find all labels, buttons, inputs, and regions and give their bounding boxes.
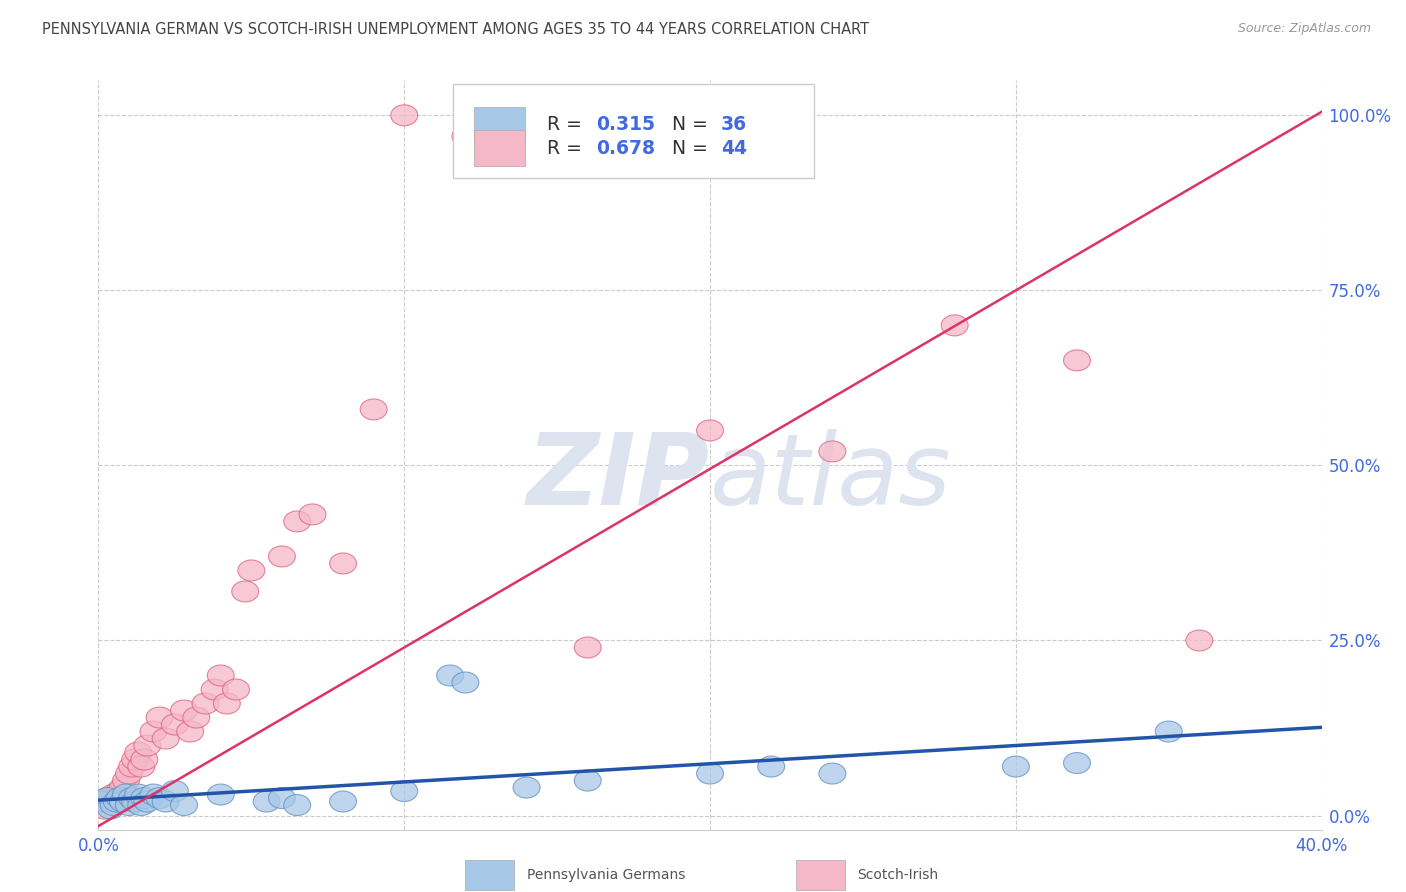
- Ellipse shape: [201, 679, 228, 700]
- Text: Scotch-Irish: Scotch-Irish: [856, 868, 938, 881]
- Ellipse shape: [94, 788, 121, 808]
- FancyBboxPatch shape: [474, 130, 526, 167]
- FancyBboxPatch shape: [474, 106, 526, 143]
- Ellipse shape: [544, 104, 571, 126]
- FancyBboxPatch shape: [453, 84, 814, 178]
- Ellipse shape: [183, 707, 209, 728]
- Ellipse shape: [391, 104, 418, 126]
- Ellipse shape: [513, 777, 540, 798]
- Ellipse shape: [162, 780, 188, 802]
- Ellipse shape: [128, 756, 155, 777]
- Ellipse shape: [513, 126, 540, 147]
- Ellipse shape: [97, 798, 124, 819]
- Ellipse shape: [131, 788, 157, 808]
- Text: Source: ZipAtlas.com: Source: ZipAtlas.com: [1237, 22, 1371, 36]
- Ellipse shape: [170, 700, 197, 721]
- Ellipse shape: [131, 749, 157, 770]
- Ellipse shape: [125, 742, 152, 763]
- Ellipse shape: [696, 763, 724, 784]
- Ellipse shape: [110, 791, 136, 812]
- Ellipse shape: [152, 791, 179, 812]
- Ellipse shape: [193, 693, 219, 714]
- Ellipse shape: [574, 637, 602, 658]
- Ellipse shape: [214, 693, 240, 714]
- Text: R =: R =: [547, 139, 588, 158]
- Ellipse shape: [696, 420, 724, 441]
- Ellipse shape: [107, 780, 134, 802]
- Ellipse shape: [329, 791, 357, 812]
- Ellipse shape: [451, 126, 479, 147]
- Ellipse shape: [162, 714, 188, 735]
- Ellipse shape: [125, 784, 152, 805]
- Text: 0.678: 0.678: [596, 139, 655, 158]
- Ellipse shape: [118, 788, 145, 808]
- Ellipse shape: [103, 788, 131, 808]
- Ellipse shape: [329, 553, 357, 574]
- Ellipse shape: [112, 770, 139, 791]
- Ellipse shape: [146, 788, 173, 808]
- Ellipse shape: [94, 788, 121, 808]
- Text: N =: N =: [672, 115, 714, 134]
- Ellipse shape: [1063, 753, 1091, 773]
- Ellipse shape: [941, 315, 969, 336]
- Ellipse shape: [134, 791, 160, 812]
- Ellipse shape: [177, 721, 204, 742]
- Ellipse shape: [115, 795, 142, 815]
- Ellipse shape: [818, 441, 846, 462]
- Ellipse shape: [100, 795, 127, 815]
- Ellipse shape: [818, 763, 846, 784]
- Text: ZIP: ZIP: [527, 429, 710, 526]
- Ellipse shape: [112, 784, 139, 805]
- Ellipse shape: [128, 795, 155, 815]
- Text: N =: N =: [672, 139, 714, 158]
- Text: 36: 36: [721, 115, 747, 134]
- Ellipse shape: [360, 399, 387, 420]
- Ellipse shape: [122, 749, 149, 770]
- Ellipse shape: [1002, 756, 1029, 777]
- Ellipse shape: [222, 679, 249, 700]
- Ellipse shape: [1185, 630, 1213, 651]
- Ellipse shape: [758, 756, 785, 777]
- Text: PENNSYLVANIA GERMAN VS SCOTCH-IRISH UNEMPLOYMENT AMONG AGES 35 TO 44 YEARS CORRE: PENNSYLVANIA GERMAN VS SCOTCH-IRISH UNEM…: [42, 22, 869, 37]
- Ellipse shape: [574, 770, 602, 791]
- Ellipse shape: [232, 581, 259, 602]
- Ellipse shape: [284, 795, 311, 815]
- Ellipse shape: [134, 735, 160, 756]
- Ellipse shape: [110, 777, 136, 798]
- Ellipse shape: [122, 791, 149, 812]
- Ellipse shape: [107, 788, 134, 808]
- Ellipse shape: [141, 784, 167, 805]
- Ellipse shape: [299, 504, 326, 524]
- Ellipse shape: [253, 791, 280, 812]
- Ellipse shape: [1063, 350, 1091, 371]
- Ellipse shape: [103, 791, 131, 812]
- Ellipse shape: [284, 511, 311, 532]
- FancyBboxPatch shape: [796, 860, 845, 889]
- Ellipse shape: [91, 798, 118, 819]
- Ellipse shape: [437, 665, 464, 686]
- Text: 44: 44: [721, 139, 747, 158]
- Ellipse shape: [115, 763, 142, 784]
- Ellipse shape: [118, 756, 145, 777]
- Ellipse shape: [141, 721, 167, 742]
- Text: Pennsylvania Germans: Pennsylvania Germans: [526, 868, 685, 881]
- Ellipse shape: [207, 784, 235, 805]
- Text: atlas: atlas: [710, 429, 952, 526]
- Ellipse shape: [451, 672, 479, 693]
- Ellipse shape: [269, 546, 295, 567]
- Ellipse shape: [391, 780, 418, 802]
- Text: R =: R =: [547, 115, 588, 134]
- Ellipse shape: [207, 665, 235, 686]
- Ellipse shape: [100, 784, 127, 805]
- Text: 0.315: 0.315: [596, 115, 655, 134]
- Ellipse shape: [170, 795, 197, 815]
- Ellipse shape: [91, 791, 118, 812]
- Ellipse shape: [97, 791, 124, 812]
- Ellipse shape: [1156, 721, 1182, 742]
- FancyBboxPatch shape: [465, 860, 515, 889]
- Ellipse shape: [146, 707, 173, 728]
- Ellipse shape: [238, 560, 264, 581]
- Ellipse shape: [152, 728, 179, 749]
- Ellipse shape: [269, 788, 295, 808]
